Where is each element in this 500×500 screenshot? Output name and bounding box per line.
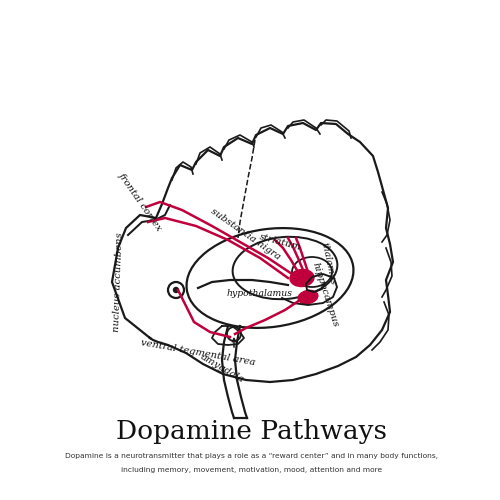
Circle shape: [174, 288, 178, 292]
Text: ventral tegmental area: ventral tegmental area: [140, 338, 256, 368]
Text: amygdala: amygdala: [198, 352, 246, 384]
Text: hypothalamus: hypothalamus: [227, 288, 293, 298]
Text: hippocampus: hippocampus: [310, 262, 340, 328]
Text: Dopamine Pathways: Dopamine Pathways: [116, 420, 388, 444]
Text: nucleus accumbens: nucleus accumbens: [112, 232, 124, 332]
Text: striatum: striatum: [258, 232, 302, 252]
Text: substantia nigra: substantia nigra: [210, 206, 282, 262]
Ellipse shape: [290, 270, 314, 286]
Ellipse shape: [298, 290, 318, 304]
Text: thalamus: thalamus: [319, 242, 337, 286]
Text: frontal cortex: frontal cortex: [116, 171, 164, 233]
Text: Dopamine is a neurotransmitter that plays a role as a “reward center” and in man: Dopamine is a neurotransmitter that play…: [66, 453, 438, 459]
Text: including memory, movement, motivation, mood, attention and more: including memory, movement, motivation, …: [122, 467, 382, 473]
